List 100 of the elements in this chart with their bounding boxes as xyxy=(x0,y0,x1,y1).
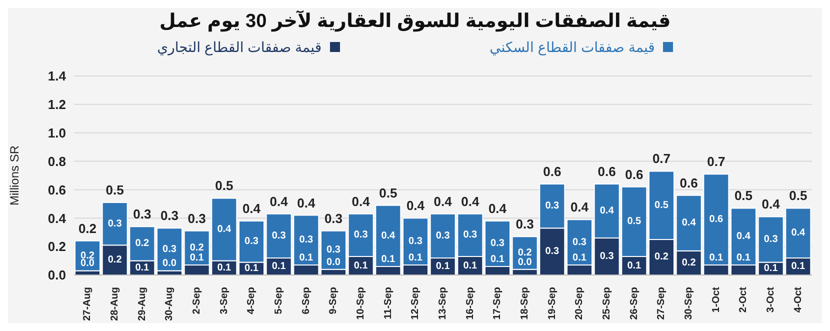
data-label: 0.1 xyxy=(627,260,642,272)
y-tick-label: 0.6 xyxy=(48,182,66,198)
data-label: 0.3 xyxy=(162,244,177,255)
x-tick-label: 4-Sep xyxy=(246,287,258,314)
data-label: 0.0 xyxy=(80,258,95,270)
x-tick-label: 26-Sep xyxy=(628,287,640,320)
data-label: 0.2 xyxy=(654,252,669,263)
x-tick-label: 16-Sep xyxy=(464,287,476,320)
data-label: 0.3 xyxy=(326,244,341,256)
total-label: 0.4 xyxy=(434,194,453,209)
data-label: 0.3 xyxy=(600,251,614,262)
x-tick-label: 30-Aug xyxy=(164,287,176,321)
data-label: 0.4 xyxy=(736,231,751,242)
x-tick-label: 4-Oct xyxy=(792,286,804,313)
x-tick-label: 18-Sep xyxy=(520,287,530,320)
x-tick-label: 12-Sep xyxy=(410,287,422,320)
x-tick-label: 3-Sep xyxy=(218,287,230,314)
total-label: 0.4 xyxy=(242,200,262,216)
total-label: 0.7 xyxy=(707,154,726,170)
legend-label: قيمة صفقات القطاع السكني xyxy=(490,38,655,56)
data-label: 0.4 xyxy=(682,218,696,229)
total-label: 0.4 xyxy=(488,200,508,216)
data-label: 0.1 xyxy=(190,252,204,264)
data-label: 0.0 xyxy=(162,258,177,270)
x-tick-label: 25-Sep xyxy=(602,287,612,320)
y-axis-title: Millions SR xyxy=(7,145,22,206)
x-tick-label: 9-Sep xyxy=(328,287,340,314)
data-label: 0.1 xyxy=(436,260,450,272)
y-tick-label: 1.4 xyxy=(48,68,67,84)
data-label: 0.3 xyxy=(572,236,587,248)
x-tick-label: 29-Aug xyxy=(136,287,148,321)
total-label: 0.5 xyxy=(215,178,234,194)
data-label: 0.1 xyxy=(299,252,314,264)
data-label: 0.1 xyxy=(408,252,423,264)
total-label: 0.2 xyxy=(78,220,97,236)
data-label: 0.2 xyxy=(518,247,532,258)
y-tick-label: 0.2 xyxy=(48,239,66,254)
total-label: 0.5 xyxy=(734,188,753,204)
data-label: 0.3 xyxy=(272,230,286,242)
x-tick-label: 2-Sep xyxy=(192,287,202,314)
x-tick-label: 30-Sep xyxy=(684,287,694,320)
data-label: 0.0 xyxy=(518,256,532,268)
y-tick-label: 1.2 xyxy=(48,97,66,112)
total-label: 0.4 xyxy=(461,194,480,209)
x-tick-label: 1-Oct xyxy=(710,286,722,313)
data-label: 0.3 xyxy=(354,230,368,241)
x-tick-label: 5-Sep xyxy=(274,287,284,314)
x-tick-label: 11-Sep xyxy=(382,287,394,320)
data-label: 0.3 xyxy=(108,218,122,230)
data-label: 0.1 xyxy=(135,262,150,274)
total-label: 0.5 xyxy=(379,185,398,200)
data-label: 0.5 xyxy=(654,200,669,211)
y-tick-label: 0.8 xyxy=(48,154,66,169)
x-tick-label: 27-Aug xyxy=(82,287,94,321)
total-label: 0.5 xyxy=(106,182,124,198)
data-label: 0.4 xyxy=(791,228,806,239)
data-label: 0.3 xyxy=(490,238,505,250)
total-label: 0.4 xyxy=(406,198,426,214)
data-label: 0.3 xyxy=(545,200,560,212)
data-label: 0.1 xyxy=(572,252,587,264)
data-label: 0.1 xyxy=(354,260,368,272)
total-label: 0.3 xyxy=(516,216,534,232)
total-label: 0.3 xyxy=(133,206,152,222)
data-label: 0.0 xyxy=(326,256,341,268)
total-label: 0.4 xyxy=(352,194,371,209)
data-label: 0.4 xyxy=(217,224,232,236)
data-label: 0.3 xyxy=(436,230,450,242)
total-label: 0.6 xyxy=(680,175,698,190)
data-label: 0.3 xyxy=(244,236,259,248)
data-label: 0.3 xyxy=(764,234,778,245)
total-label: 0.4 xyxy=(297,195,316,210)
total-label: 0.4 xyxy=(570,200,590,215)
x-tick-label: 20-Sep xyxy=(574,287,586,320)
chart-title: قيمة الصفقات اليومية للسوق العقارية لآخر 30 يوم عمل xyxy=(158,10,672,34)
data-label: 0.1 xyxy=(490,254,505,265)
data-label: 0.2 xyxy=(108,254,122,266)
total-label: 0.3 xyxy=(324,210,343,226)
data-label: 0.3 xyxy=(299,234,314,246)
data-label: 0.1 xyxy=(272,260,286,272)
data-label: 0.3 xyxy=(463,230,478,241)
data-label: 0.1 xyxy=(764,263,778,274)
data-label: 0.1 xyxy=(244,263,259,274)
x-tick-label: 6-Sep xyxy=(300,287,312,314)
total-label: 0.5 xyxy=(789,188,808,204)
data-label: 0.2 xyxy=(135,238,150,250)
x-tick-label: 17-Sep xyxy=(492,287,504,320)
data-label: 0.3 xyxy=(408,236,423,248)
total-label: 0.6 xyxy=(543,164,562,180)
total-label: 0.6 xyxy=(598,164,616,180)
data-label: 0.1 xyxy=(463,260,478,272)
x-tick-label: 3-Oct xyxy=(766,286,776,313)
total-label: 0.4 xyxy=(270,194,289,209)
x-tick-label: 2-Oct xyxy=(738,286,750,313)
total-label: 0.3 xyxy=(188,210,206,226)
data-label: 0.2 xyxy=(190,242,204,254)
total-label: 0.6 xyxy=(625,166,644,182)
x-tick-label: 28-Aug xyxy=(110,287,120,321)
data-label: 0.2 xyxy=(682,257,696,268)
legend-label: قيمة صفقات القطاع التجاري xyxy=(157,38,322,56)
x-tick-label: 27-Sep xyxy=(656,287,668,320)
